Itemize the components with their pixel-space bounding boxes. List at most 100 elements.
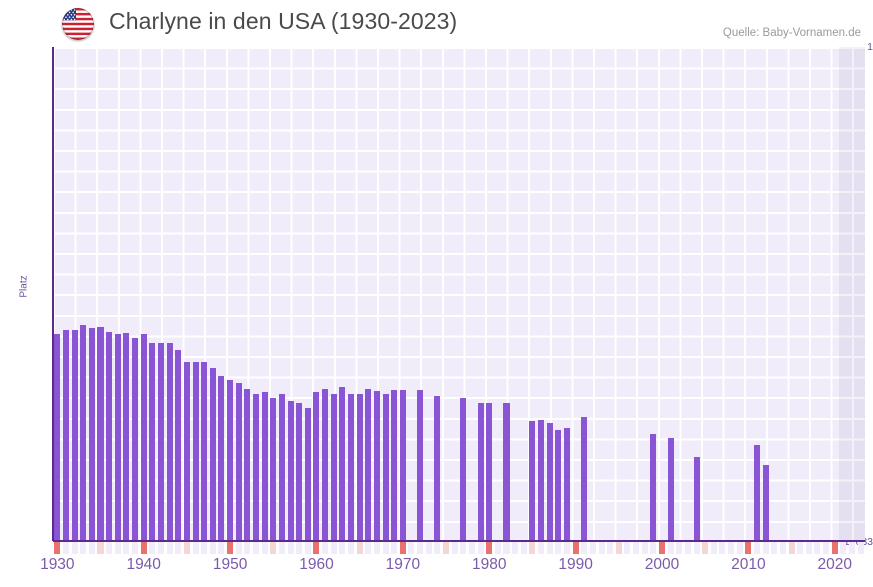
bar-2001[interactable]: [667, 438, 674, 541]
bar-1955[interactable]: [270, 398, 277, 541]
bar-1967[interactable]: [373, 391, 380, 541]
bar-1935[interactable]: [97, 327, 104, 541]
x-axis-labels: 1930 1940 1950 1960 1970 1980 1990 2000 2010 2020: [0, 556, 873, 582]
bar-1960[interactable]: [313, 392, 320, 541]
x-tick-1996: [624, 542, 631, 554]
bar-1942[interactable]: [157, 343, 164, 541]
x-tick-1990: [572, 542, 579, 554]
x-tick-2018: [814, 542, 821, 554]
bar-1940[interactable]: [140, 334, 147, 541]
x-tick-1933: [80, 542, 87, 554]
bar-1950[interactable]: [227, 380, 234, 541]
bar-2011[interactable]: [753, 445, 761, 541]
x-tick-1983: [512, 542, 519, 554]
x-axis-label-1950: 1950: [212, 556, 248, 573]
bar-2012[interactable]: [762, 465, 769, 541]
x-tick-2023: [857, 542, 864, 554]
bar-1948[interactable]: [209, 368, 216, 541]
x-tick-1986: [538, 542, 545, 554]
bar-1934[interactable]: [88, 328, 95, 541]
bar-1963[interactable]: [339, 387, 346, 541]
bar-1980[interactable]: [486, 403, 493, 541]
x-tick-1942: [157, 542, 164, 554]
x-tick-2022: [849, 542, 856, 554]
x-tick-1952: [244, 542, 251, 554]
bar-1964[interactable]: [347, 394, 355, 541]
y-axis-label: Platz: [18, 275, 30, 298]
bar-1956[interactable]: [278, 394, 285, 541]
x-tick-1979: [477, 542, 484, 554]
bar-1931[interactable]: [62, 330, 69, 541]
x-tick-1972: [417, 542, 424, 554]
x-axis-label-1940: 1940: [126, 556, 161, 573]
bar-1988[interactable]: [555, 430, 562, 541]
bar-1945[interactable]: [183, 362, 190, 541]
bar-1991[interactable]: [581, 417, 588, 541]
x-tick-1974: [434, 542, 441, 554]
bar-1987[interactable]: [546, 423, 553, 541]
x-tick-2010: [745, 542, 752, 554]
x-tick-1945: [183, 542, 190, 554]
x-tick-1980: [486, 542, 493, 554]
x-tick-1977: [460, 542, 467, 554]
x-tick-1948: [209, 542, 216, 554]
bar-1947[interactable]: [201, 362, 208, 541]
bar-1949[interactable]: [218, 376, 225, 541]
x-tick-1989: [563, 542, 570, 554]
bar-1937[interactable]: [114, 334, 121, 541]
bar-1952[interactable]: [244, 389, 251, 541]
bar-1968[interactable]: [382, 394, 389, 541]
x-tick-1969: [391, 542, 398, 554]
x-tick-2005: [702, 542, 709, 554]
bar-1959[interactable]: [304, 408, 311, 541]
x-tick-2020: [831, 542, 838, 554]
bar-1944[interactable]: [175, 350, 182, 541]
bar-1972[interactable]: [417, 390, 424, 541]
x-axis-label-1980: 1980: [471, 556, 507, 573]
bar-1979[interactable]: [477, 403, 484, 541]
bar-1958[interactable]: [296, 403, 303, 541]
bar-1985[interactable]: [529, 421, 536, 541]
x-tick-1984: [520, 542, 527, 554]
bar-1946[interactable]: [192, 362, 199, 541]
bar-1943[interactable]: [166, 343, 173, 541]
bar-1962[interactable]: [330, 394, 337, 541]
y-axis-tick-top: 1: [867, 41, 873, 53]
bar-1941[interactable]: [149, 343, 156, 541]
bar-1977[interactable]: [460, 398, 467, 541]
x-tick-2013: [771, 542, 778, 554]
bar-1932[interactable]: [71, 330, 78, 541]
x-tick-1935: [97, 542, 104, 554]
bar-1969[interactable]: [391, 390, 398, 541]
x-tick-2019: [823, 542, 830, 554]
x-tick-1960: [313, 542, 320, 554]
bar-1982[interactable]: [503, 403, 510, 541]
bar-1951[interactable]: [235, 383, 242, 541]
bar-1999[interactable]: [650, 434, 657, 541]
x-tick-1997: [633, 542, 640, 554]
bar-1953[interactable]: [252, 394, 259, 541]
x-tick-1985: [529, 542, 536, 554]
x-tick-1994: [607, 542, 614, 554]
bar-1954[interactable]: [261, 392, 268, 541]
bar-1933[interactable]: [80, 325, 87, 541]
x-axis-label-2000: 2000: [644, 556, 680, 573]
bar-1989[interactable]: [563, 428, 570, 541]
future-region-shading: [839, 47, 865, 541]
x-tick-1993: [598, 542, 605, 554]
x-tick-2003: [684, 542, 691, 554]
bar-1974[interactable]: [434, 396, 441, 541]
bar-2004[interactable]: [693, 457, 700, 541]
bar-1961[interactable]: [322, 389, 329, 541]
x-tick-1936: [106, 542, 113, 554]
bar-1986[interactable]: [538, 420, 545, 541]
bar-1965[interactable]: [356, 394, 363, 541]
x-tick-1940: [140, 542, 147, 554]
bar-1966[interactable]: [365, 389, 372, 541]
bar-1957[interactable]: [287, 401, 294, 541]
bar-1938[interactable]: [123, 333, 130, 541]
bar-1930[interactable]: [54, 334, 61, 541]
bar-1970[interactable]: [399, 390, 406, 541]
bar-1936[interactable]: [106, 332, 113, 541]
bar-1939[interactable]: [132, 338, 139, 541]
